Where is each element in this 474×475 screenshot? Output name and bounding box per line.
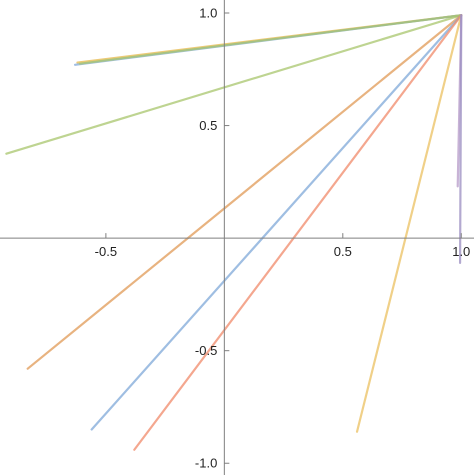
x-tick-label: 1.0 <box>452 244 470 259</box>
series-line-3 <box>78 14 463 65</box>
series-layer <box>5 14 463 451</box>
y-tick-label: 1.0 <box>199 6 217 21</box>
series-line-10 <box>458 14 463 264</box>
y-tick-label: -0.5 <box>195 343 217 358</box>
series-line-7 <box>133 14 463 451</box>
x-tick-label: -0.5 <box>95 244 117 259</box>
series-line-5 <box>26 14 463 370</box>
series-line-8 <box>355 14 463 433</box>
series-line-4 <box>5 14 463 155</box>
series-line-6 <box>90 14 463 431</box>
x-tick-label: 0.5 <box>334 244 352 259</box>
ticks-layer: -0.5 0.5 1.0 1.0 0.5 -0.5 -1.0 <box>95 6 471 471</box>
y-tick-label: 0.5 <box>199 118 217 133</box>
y-tick-label: -1.0 <box>195 456 217 471</box>
